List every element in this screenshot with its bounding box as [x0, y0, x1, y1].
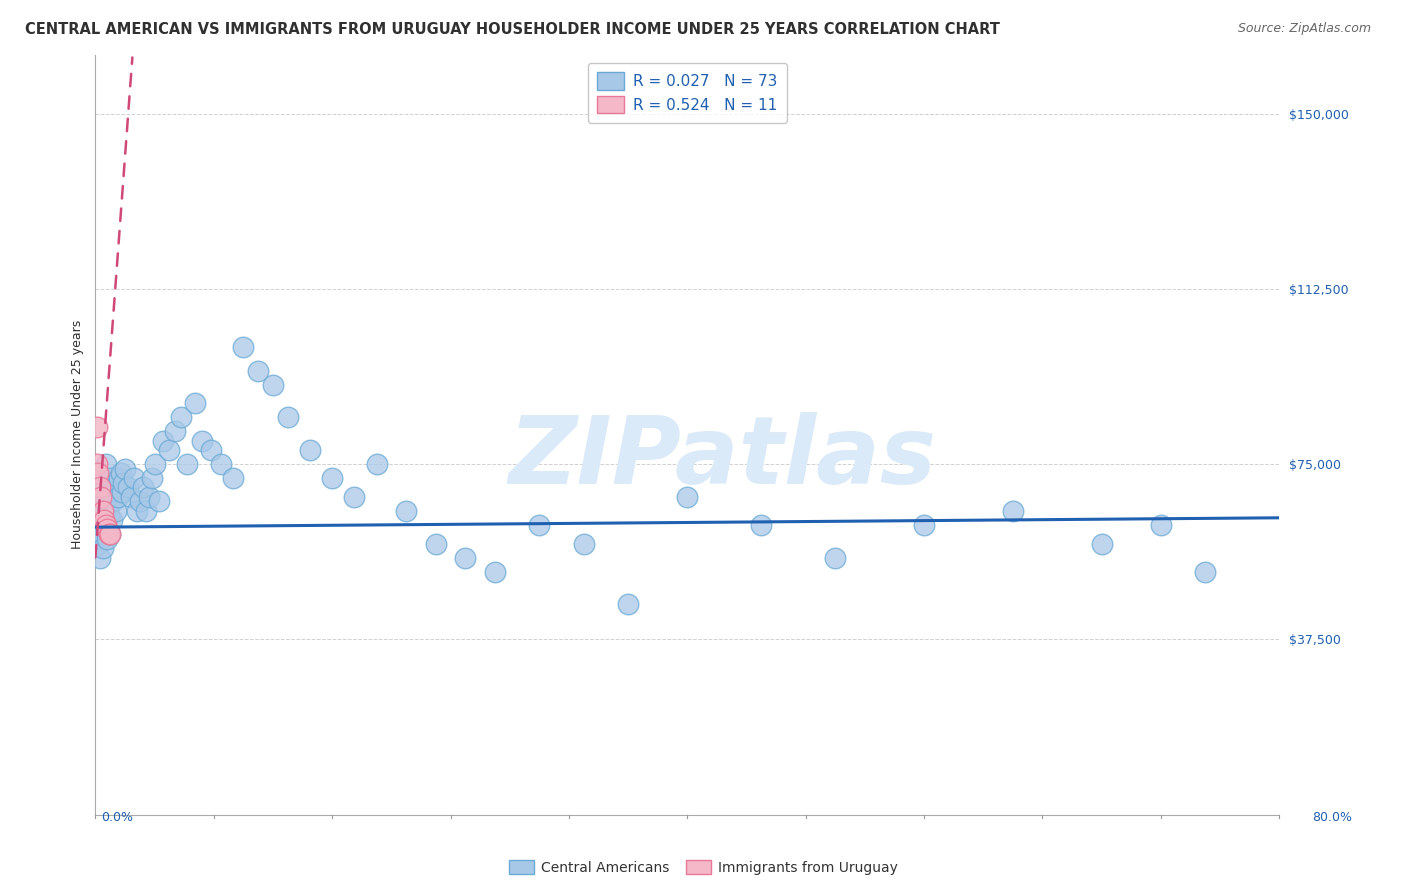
Point: [138, 490, 160, 504]
Point: [366, 457, 388, 471]
Point: [824, 550, 846, 565]
Point: [484, 565, 506, 579]
Point: [200, 443, 222, 458]
Point: [96, 523, 118, 537]
Point: [125, 504, 148, 518]
Point: [191, 434, 214, 448]
Point: [117, 480, 139, 494]
Point: [676, 490, 699, 504]
Point: [90, 527, 112, 541]
Point: [183, 396, 205, 410]
Point: [96, 532, 118, 546]
Point: [148, 494, 170, 508]
Point: [90, 504, 112, 518]
Point: [454, 550, 477, 565]
Point: [128, 494, 150, 508]
Point: [94, 517, 117, 532]
Point: [222, 471, 245, 485]
Point: [343, 490, 366, 504]
Text: Source: ZipAtlas.com: Source: ZipAtlas.com: [1237, 22, 1371, 36]
Point: [87, 536, 110, 550]
Point: [89, 550, 111, 565]
Point: [395, 504, 418, 518]
Text: ZIPatlas: ZIPatlas: [509, 411, 936, 504]
Point: [122, 471, 145, 485]
Point: [120, 490, 142, 504]
Point: [93, 513, 115, 527]
Point: [93, 494, 115, 508]
Point: [91, 541, 114, 556]
Point: [572, 536, 595, 550]
Point: [96, 499, 118, 513]
Text: CENTRAL AMERICAN VS IMMIGRANTS FROM URUGUAY HOUSEHOLDER INCOME UNDER 25 YEARS CO: CENTRAL AMERICAN VS IMMIGRANTS FROM URUG…: [25, 22, 1000, 37]
Point: [114, 461, 136, 475]
Point: [87, 490, 110, 504]
Point: [749, 517, 772, 532]
Text: 80.0%: 80.0%: [1313, 812, 1353, 824]
Point: [89, 480, 111, 494]
Point: [89, 471, 111, 485]
Point: [98, 471, 121, 485]
Point: [93, 513, 115, 527]
Point: [90, 490, 112, 504]
Point: [98, 527, 121, 541]
Point: [94, 523, 117, 537]
Point: [247, 363, 270, 377]
Point: [321, 471, 343, 485]
Point: [100, 513, 122, 527]
Point: [111, 485, 134, 500]
Point: [86, 517, 108, 532]
Point: [97, 527, 120, 541]
Point: [101, 494, 124, 508]
Point: [298, 443, 321, 458]
Point: [97, 490, 120, 504]
Point: [277, 410, 299, 425]
Point: [91, 504, 114, 518]
Point: [209, 457, 232, 471]
Point: [91, 480, 114, 494]
Point: [165, 425, 187, 439]
Point: [94, 457, 117, 471]
Point: [176, 457, 198, 471]
Point: [1150, 517, 1173, 532]
Text: 0.0%: 0.0%: [101, 812, 134, 824]
Point: [143, 457, 166, 471]
Point: [1194, 565, 1216, 579]
Legend: Central Americans, Immigrants from Uruguay: Central Americans, Immigrants from Urugu…: [503, 855, 903, 880]
Y-axis label: Householder Income Under 25 years: Householder Income Under 25 years: [72, 320, 84, 549]
Point: [97, 508, 120, 523]
Point: [107, 490, 129, 504]
Point: [86, 419, 108, 434]
Point: [1001, 504, 1024, 518]
Point: [108, 471, 131, 485]
Point: [157, 443, 180, 458]
Legend: R = 0.027   N = 73, R = 0.524   N = 11: R = 0.027 N = 73, R = 0.524 N = 11: [588, 62, 787, 122]
Point: [617, 597, 640, 611]
Point: [912, 517, 935, 532]
Point: [1091, 536, 1114, 550]
Point: [232, 340, 254, 354]
Point: [529, 517, 551, 532]
Point: [141, 471, 163, 485]
Point: [131, 480, 153, 494]
Point: [87, 467, 110, 481]
Point: [262, 377, 284, 392]
Point: [170, 410, 193, 425]
Point: [135, 504, 157, 518]
Point: [105, 504, 128, 518]
Point: [104, 480, 127, 494]
Point: [86, 457, 108, 471]
Point: [112, 475, 135, 490]
Point: [98, 527, 121, 541]
Point: [425, 536, 447, 550]
Point: [152, 434, 174, 448]
Point: [110, 467, 132, 481]
